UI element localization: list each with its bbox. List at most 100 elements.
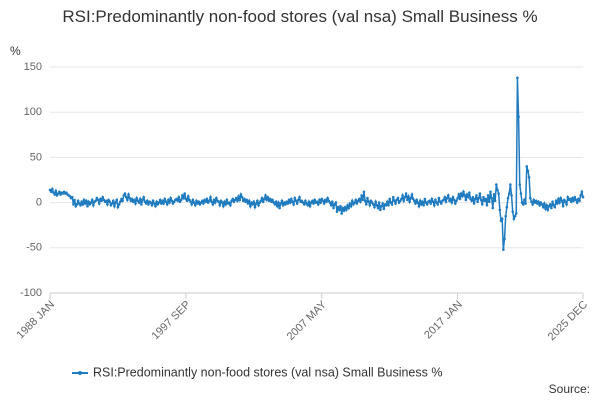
point xyxy=(573,195,577,199)
point xyxy=(243,197,246,201)
point xyxy=(550,206,553,210)
point xyxy=(442,198,445,202)
point xyxy=(257,204,260,207)
point xyxy=(355,202,359,205)
point xyxy=(205,197,209,201)
point xyxy=(510,194,513,197)
point xyxy=(116,205,120,209)
point xyxy=(82,198,86,202)
point xyxy=(138,197,142,201)
point xyxy=(135,196,138,200)
x-tick-label: 2025 DEC xyxy=(546,299,590,343)
point xyxy=(505,205,509,209)
point xyxy=(516,76,519,80)
point xyxy=(334,201,338,204)
point xyxy=(534,199,538,203)
point xyxy=(338,208,341,212)
point xyxy=(319,201,322,204)
point xyxy=(473,197,477,201)
point xyxy=(159,202,163,205)
point xyxy=(409,196,413,200)
point xyxy=(295,202,299,205)
point xyxy=(489,190,492,194)
point xyxy=(287,198,291,202)
point xyxy=(123,192,127,195)
point xyxy=(349,204,353,208)
point xyxy=(565,203,568,206)
point xyxy=(517,115,520,119)
point xyxy=(259,199,263,203)
point xyxy=(273,203,277,206)
point xyxy=(81,203,85,206)
point xyxy=(548,203,552,206)
point xyxy=(225,198,229,202)
point xyxy=(212,198,216,202)
point xyxy=(293,196,297,200)
point xyxy=(170,199,174,203)
point xyxy=(431,200,435,203)
point xyxy=(297,198,300,202)
point xyxy=(502,248,505,251)
point xyxy=(58,190,61,194)
point xyxy=(554,199,558,203)
point xyxy=(390,203,394,206)
point xyxy=(524,202,527,205)
point xyxy=(393,199,396,203)
point xyxy=(491,206,495,210)
point xyxy=(87,200,90,203)
point xyxy=(545,204,548,207)
point xyxy=(384,204,388,207)
point xyxy=(372,203,375,206)
point xyxy=(134,202,137,205)
point xyxy=(275,204,279,208)
point xyxy=(531,203,534,206)
point xyxy=(164,200,168,203)
point xyxy=(525,165,529,168)
point xyxy=(415,198,418,202)
point xyxy=(571,196,574,200)
point xyxy=(75,203,79,206)
point xyxy=(236,199,239,203)
point xyxy=(478,192,482,195)
point xyxy=(202,202,205,205)
point xyxy=(347,206,351,210)
point xyxy=(430,197,434,201)
point xyxy=(210,200,213,203)
point xyxy=(97,202,101,205)
point xyxy=(376,206,380,210)
point xyxy=(192,201,196,204)
point xyxy=(368,204,372,207)
point xyxy=(572,199,575,203)
point xyxy=(141,198,144,202)
point xyxy=(420,203,423,206)
point xyxy=(145,199,149,203)
point xyxy=(197,200,201,203)
point xyxy=(553,205,557,209)
point xyxy=(511,210,515,213)
point xyxy=(89,201,93,204)
point xyxy=(541,205,545,209)
point xyxy=(130,197,134,201)
point xyxy=(154,204,157,208)
point xyxy=(86,204,89,208)
point xyxy=(218,204,222,207)
point xyxy=(498,208,502,212)
point xyxy=(277,201,280,204)
point xyxy=(308,204,312,208)
point xyxy=(118,200,122,203)
point xyxy=(126,198,129,202)
point xyxy=(507,192,511,195)
point xyxy=(343,205,347,209)
point xyxy=(73,198,76,202)
point xyxy=(367,200,370,203)
point xyxy=(432,204,436,207)
point xyxy=(322,202,326,205)
point xyxy=(306,204,310,207)
point xyxy=(566,195,570,199)
point xyxy=(217,200,220,203)
point xyxy=(354,198,358,202)
point xyxy=(350,199,354,203)
point xyxy=(452,198,456,202)
x-tick-label: 2007 MAY xyxy=(285,298,330,343)
point xyxy=(114,201,117,204)
